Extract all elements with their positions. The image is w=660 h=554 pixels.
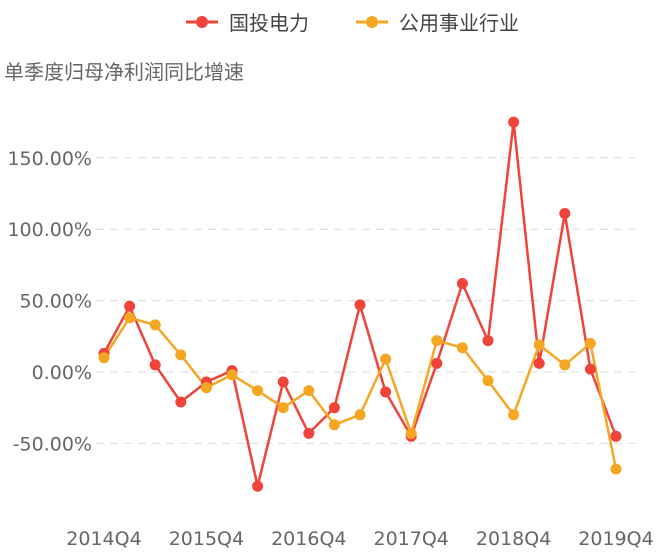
legend-marker-series-2: [366, 16, 378, 28]
gridlines: [96, 157, 640, 444]
series-1-point-15: [482, 335, 494, 347]
series-2-point-0: [98, 352, 110, 364]
legend-marker-series-1: [196, 16, 208, 28]
series-2-point-20: [610, 463, 622, 475]
series-2-point-2: [149, 319, 161, 331]
series-1-point-10: [354, 299, 366, 311]
series-1-point-3: [175, 396, 187, 408]
series-2-point-12: [405, 427, 417, 439]
series-2-point-4: [200, 382, 212, 394]
series-2-point-15: [482, 375, 494, 387]
series-2-point-5: [226, 369, 238, 381]
series-1-point-6: [252, 480, 264, 492]
series-points: [98, 116, 622, 492]
series-2-point-19: [584, 337, 596, 349]
series-1-point-18: [559, 208, 571, 219]
series-2-point-7: [277, 402, 289, 414]
y-tick-label-0: -50.00%: [13, 433, 92, 455]
series-2-point-10: [354, 409, 366, 421]
series-2-point-3: [175, 349, 187, 361]
series-1-point-13: [431, 357, 443, 369]
x-axis-ticks: 2014Q4 2015Q4 2016Q4 2017Q4 2018Q4 2019Q4: [66, 528, 653, 550]
legend: 国投电力 公用事业行业: [186, 11, 519, 35]
series-1-point-1: [124, 300, 136, 312]
series-2-point-6: [252, 385, 264, 397]
series-2-point-11: [380, 353, 392, 365]
legend-item-series-2[interactable]: 公用事业行业: [356, 11, 519, 35]
legend-item-series-1[interactable]: 国投电力: [186, 11, 309, 35]
series-2-point-17: [533, 339, 545, 351]
legend-label-series-2: 公用事业行业: [399, 11, 519, 35]
x-tick-label-0: 2014Q4: [66, 528, 141, 550]
y-tick-label-2: 50.00%: [20, 291, 92, 313]
legend-label-series-1: 国投电力: [229, 11, 309, 35]
series-2-point-1: [124, 312, 136, 324]
series-1-point-8: [303, 427, 315, 439]
x-tick-label-3: 2017Q4: [373, 528, 448, 550]
series-2-point-14: [456, 342, 468, 354]
y-tick-label-4: 150.00%: [7, 148, 92, 170]
series-1-point-19: [584, 363, 596, 375]
series-1-point-7: [277, 376, 289, 388]
y-tick-label-1: 0.00%: [32, 362, 92, 384]
series-1-point-11: [380, 386, 392, 398]
series-2-point-8: [303, 385, 315, 397]
x-tick-label-5: 2019Q4: [578, 528, 653, 550]
series-2-point-16: [508, 409, 520, 421]
x-tick-label-2: 2016Q4: [271, 528, 346, 550]
series-1-point-2: [149, 359, 161, 371]
x-tick-label-1: 2015Q4: [169, 528, 244, 550]
series-1-point-20: [610, 430, 622, 442]
y-axis-ticks: -50.00% 0.00% 50.00% 100.00% 150.00%: [7, 148, 92, 456]
series-1-point-9: [328, 402, 340, 414]
series-2-point-13: [431, 335, 443, 347]
series-1-point-14: [456, 278, 468, 289]
series-1-point-17: [533, 357, 545, 369]
y-tick-label-3: 100.00%: [7, 219, 92, 241]
series-2-point-18: [559, 359, 571, 371]
series-2-point-9: [328, 419, 340, 431]
y-axis-label: 单季度归母净利润同比增速: [4, 60, 244, 84]
x-tick-label-4: 2018Q4: [476, 528, 551, 550]
series-1-point-16: [508, 116, 520, 128]
